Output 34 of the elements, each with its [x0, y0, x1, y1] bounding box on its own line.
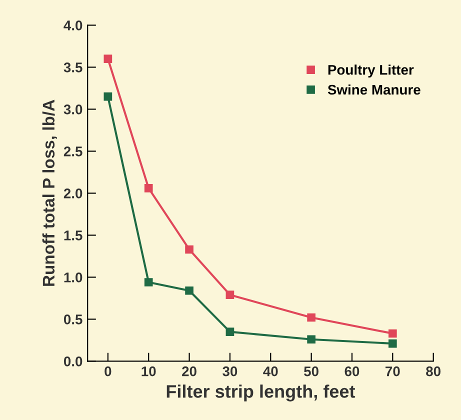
- y-tick-label: 3.0: [64, 104, 82, 114]
- point: [185, 245, 194, 254]
- point: [307, 335, 316, 344]
- point: [144, 278, 153, 286]
- point: [144, 184, 153, 192]
- point: [226, 290, 234, 300]
- y-tick-label: 1.5: [64, 230, 82, 240]
- x-tick-label: 80: [426, 366, 440, 376]
- x-tick-label: 70: [386, 366, 400, 376]
- x-tick-label: 40: [263, 366, 278, 376]
- point: [226, 328, 234, 336]
- y-axis-title: Runoff total P loss, lb/A: [42, 100, 57, 286]
- point: [104, 54, 112, 63]
- y-tick-label: 2.5: [64, 146, 82, 156]
- y-tick-label: 2.0: [64, 188, 82, 198]
- y-tick-label: 1.0: [64, 272, 82, 282]
- point: [104, 92, 112, 101]
- y-tick-label: 0.5: [64, 314, 82, 324]
- x-tick-label: 0: [104, 366, 112, 376]
- point: [388, 339, 397, 348]
- y-tick-label: 4.0: [64, 20, 82, 30]
- x-tick-label: 20: [182, 366, 196, 376]
- point: [307, 313, 316, 322]
- legend-label: Poultry Litter: [328, 64, 414, 78]
- x-tick-label: 50: [304, 366, 318, 376]
- point: [185, 286, 194, 295]
- legend-label: Swine Manure: [328, 84, 420, 95]
- x-tick-label: 10: [142, 366, 156, 376]
- x-axis-title: Filter strip length, feet: [166, 384, 356, 402]
- x-tick-label: 60: [344, 366, 360, 376]
- point: [388, 329, 397, 338]
- y-tick-label: 0.0: [64, 356, 82, 366]
- y-tick-label: 3.5: [64, 62, 82, 72]
- x-tick-label: 30: [222, 366, 238, 376]
